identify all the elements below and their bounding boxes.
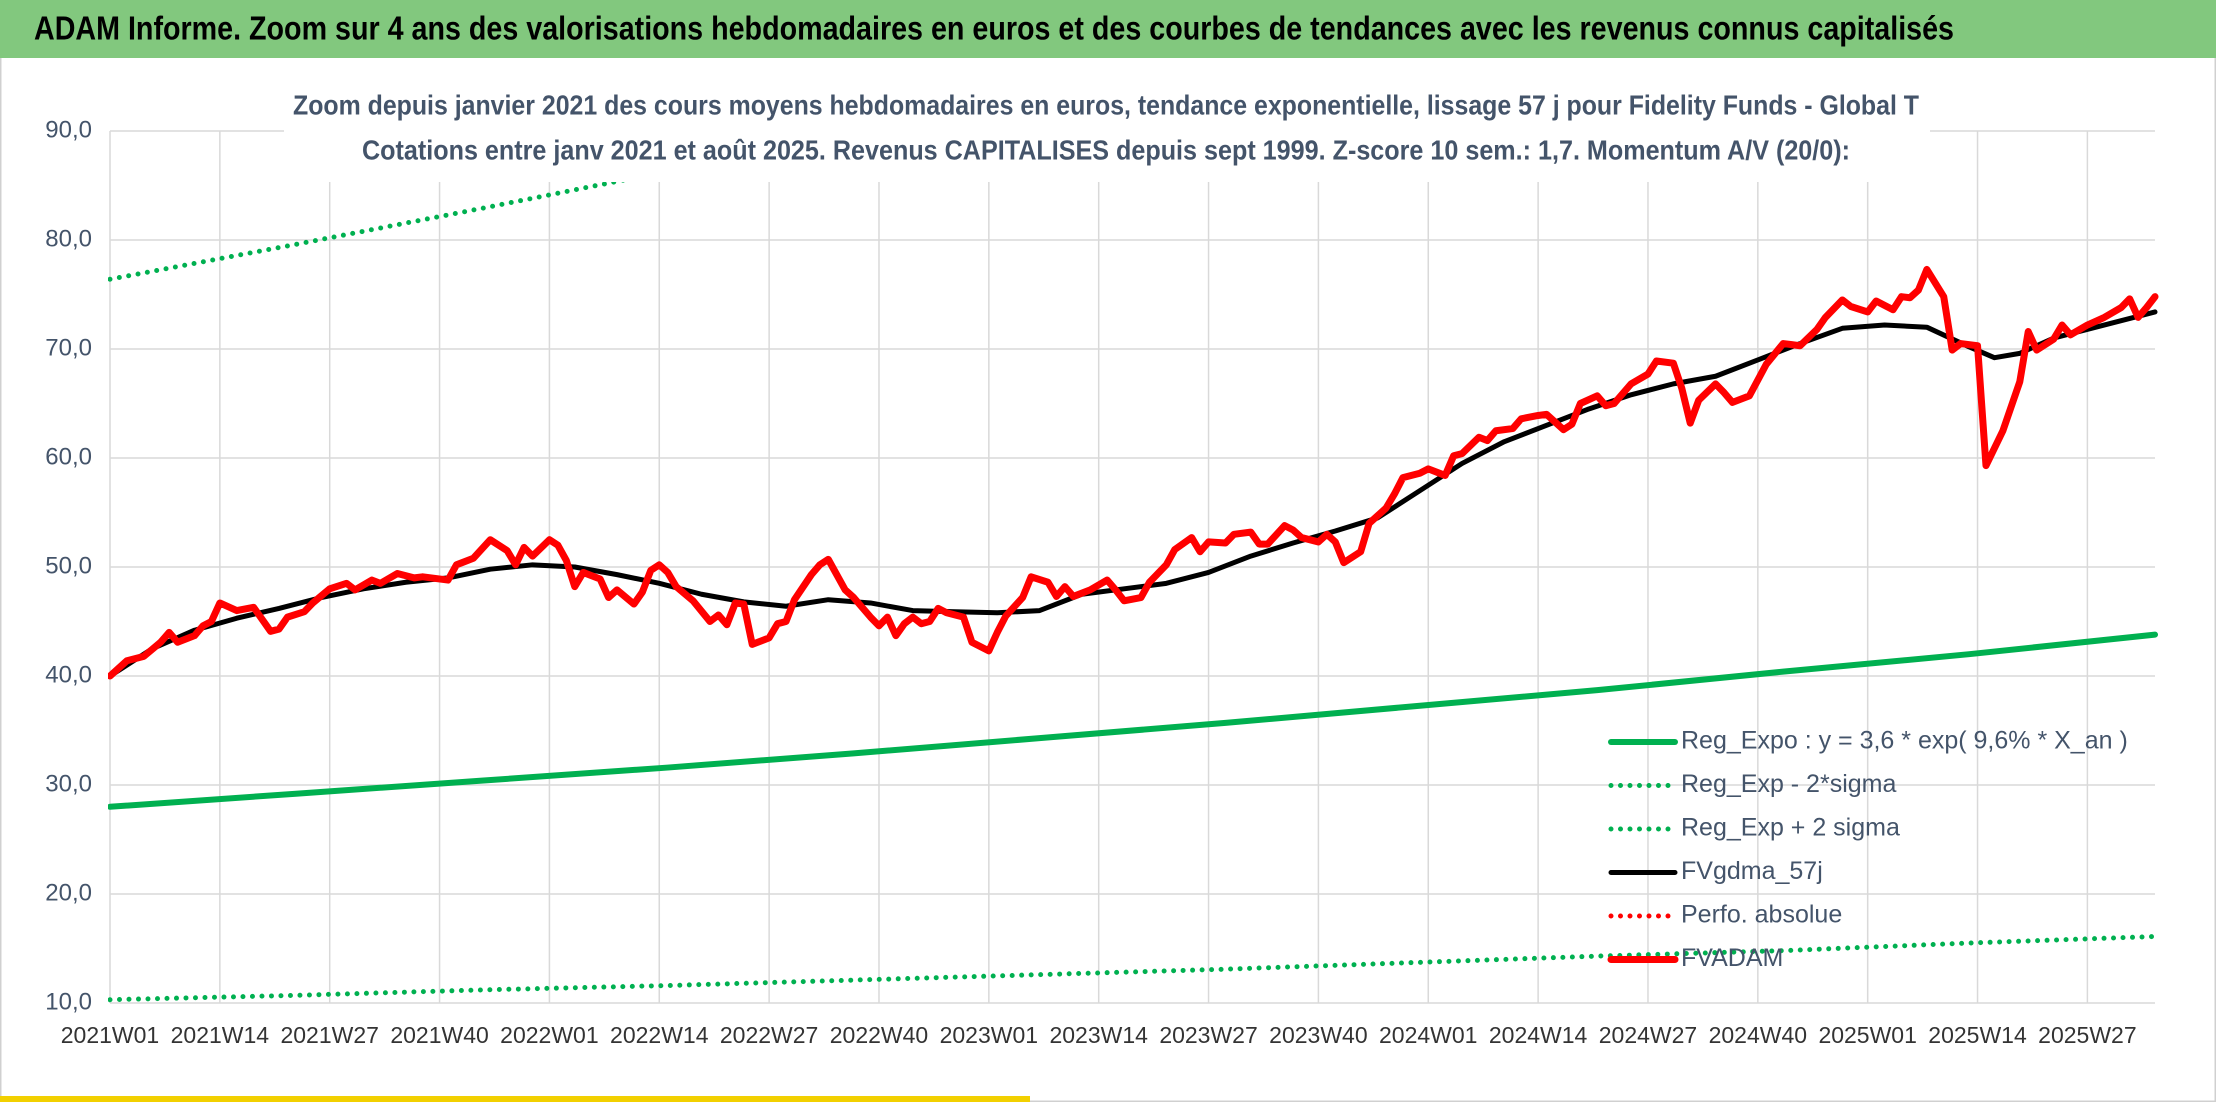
x-tick-label: 2023W14: [1049, 1022, 1148, 1048]
chart-subtitle: Zoom depuis janvier 2021 des cours moyen…: [293, 89, 1919, 120]
legend-label: FVgdma_57j: [1681, 857, 1823, 885]
x-tick-label: 2025W14: [1928, 1022, 2027, 1048]
x-tick-label: 2021W01: [61, 1022, 159, 1048]
x-tick-label: 2023W01: [940, 1022, 1038, 1048]
title-bar: [0, 0, 2216, 58]
x-tick-label: 2023W27: [1159, 1022, 1257, 1048]
x-tick-label: 2021W27: [280, 1022, 378, 1048]
legend-label: Reg_Exp - 2*sigma: [1681, 770, 1896, 798]
y-tick-label: 90,0: [45, 116, 92, 143]
x-tick-label: 2022W27: [720, 1022, 818, 1048]
x-tick-label: 2025W01: [1818, 1022, 1916, 1048]
legend-label: Reg_Exp + 2 sigma: [1681, 814, 1900, 842]
x-tick-label: 2022W01: [500, 1022, 598, 1048]
y-tick-label: 40,0: [45, 661, 92, 688]
legend-label: Reg_Expo : y = 3,6 * exp( 9,6% * X_an ): [1681, 727, 2128, 755]
y-tick-label: 50,0: [45, 552, 92, 579]
y-tick-label: 60,0: [45, 443, 92, 470]
x-tick-label: 2025W27: [2038, 1022, 2136, 1048]
y-tick-label: 80,0: [45, 225, 92, 252]
y-tick-label: 20,0: [45, 879, 92, 906]
y-tick-label: 70,0: [45, 334, 92, 361]
chart-title: ADAM Informe. Zoom sur 4 ans des valoris…: [34, 10, 1954, 47]
y-tick-label: 30,0: [45, 770, 92, 797]
grid: [109, 130, 2155, 1004]
series-line: [108, 934, 2158, 1003]
series: [108, 126, 2159, 1003]
series-line: [108, 309, 2158, 679]
y-tick-label: 10,0: [45, 988, 92, 1015]
series-line: [108, 631, 2158, 810]
x-tick-label: 2022W40: [830, 1022, 928, 1048]
legend-label: FVADAM: [1681, 944, 1783, 972]
bottom-strip: [0, 1096, 1030, 1102]
x-tick-label: 2021W40: [390, 1022, 488, 1048]
axes: 10,0 20,0 30,0 40,0 50,0 60,0 70,0 80,0 90,0 2021…: [45, 116, 2136, 1048]
subtitle-box: [284, 84, 1930, 182]
series-line: [108, 265, 2159, 680]
x-tick-label: 2024W01: [1379, 1022, 1477, 1048]
x-tick-label: 2023W40: [1269, 1022, 1367, 1048]
legend: Reg_Expo : y = 3,6 * exp( 9,6% * X_an ) R…: [1607, 727, 2128, 972]
x-tick-label: 2024W40: [1709, 1022, 1807, 1048]
x-tick-label: 2024W14: [1489, 1022, 1588, 1048]
chart-subtitle: Cotations entre janv 2021 et août 2025. …: [362, 134, 1850, 165]
x-tick-label: 2024W27: [1599, 1022, 1697, 1048]
x-tick-label: 2022W14: [610, 1022, 709, 1048]
legend-label: Perfo. absolue: [1681, 901, 1842, 929]
x-tick-label: 2021W14: [171, 1022, 270, 1048]
